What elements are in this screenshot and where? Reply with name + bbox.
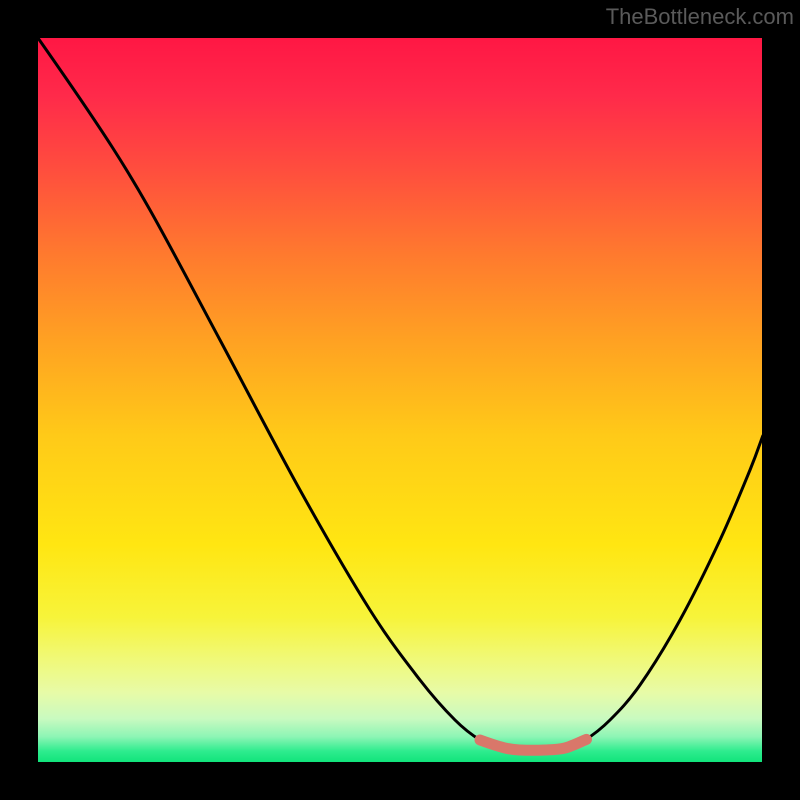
chart-container: TheBottleneck.com	[0, 0, 800, 800]
chart-canvas	[0, 0, 800, 800]
watermark-text: TheBottleneck.com	[606, 4, 794, 30]
